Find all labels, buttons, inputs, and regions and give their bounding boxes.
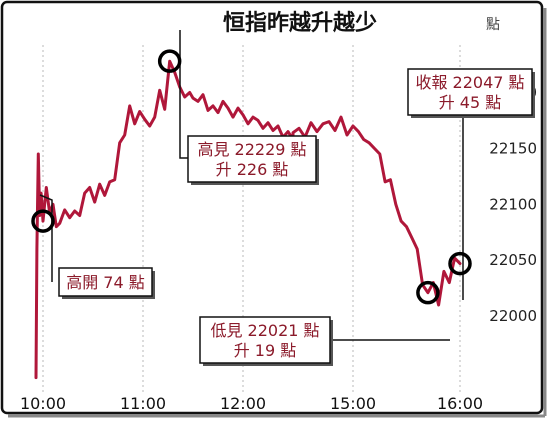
callout-text: 低見 22021 點 — [210, 321, 319, 340]
x-tick-label: 12:00 — [220, 394, 266, 413]
callout-close: 收報 22047 點升 45 點 — [407, 68, 535, 300]
annotation-callouts: 高開 74 點 高見 22229 點升 226 點低見 22021 點升 19 點… — [31, 30, 535, 366]
callout-box — [58, 267, 153, 297]
leader-line — [39, 194, 53, 282]
x-tick-label: 16:00 — [437, 394, 483, 413]
highlight-circle — [448, 251, 472, 276]
chart-frame — [0, 0, 544, 415]
y-tick-label: 22100 — [489, 195, 537, 213]
y-tick-label: 22050 — [489, 251, 537, 269]
y-tick-label: 22150 — [489, 139, 537, 157]
leader-line — [179, 30, 188, 159]
x-axis-tick-labels: 10:00 11:00 12:00 15:00 16:00 — [20, 394, 483, 413]
callout-text: 升 45 點 — [439, 93, 502, 112]
callout-text: 升 226 點 — [216, 160, 289, 179]
callout-text: 升 19 點 — [234, 341, 297, 360]
chart-title: 恒指昨越升越少 — [223, 10, 377, 36]
highlight-circle — [31, 209, 55, 233]
callout-text: 收報 22047 點 — [415, 73, 524, 92]
callout-text: 高開 74 點 — [66, 273, 145, 292]
callout-text: 高見 22229 點 — [197, 140, 306, 159]
callout-low: 低見 22021 點升 19 點 — [199, 280, 450, 366]
highlight-circle — [416, 280, 440, 305]
x-tick-label: 15:00 — [330, 394, 376, 413]
callout-high: 高見 22229 點升 226 點 — [157, 30, 319, 185]
unit-label: 點 — [486, 17, 500, 33]
callout-open: 高開 74 點 — [31, 194, 155, 299]
callout-box — [407, 68, 533, 116]
y-tick-label: 22000 — [489, 307, 537, 325]
series-line — [34, 59, 462, 380]
x-tick-label: 10:00 — [20, 394, 66, 413]
callout-box — [199, 316, 331, 364]
x-tick-label: 11:00 — [120, 394, 166, 413]
highlight-circle — [157, 49, 182, 73]
callout-box — [187, 135, 317, 183]
